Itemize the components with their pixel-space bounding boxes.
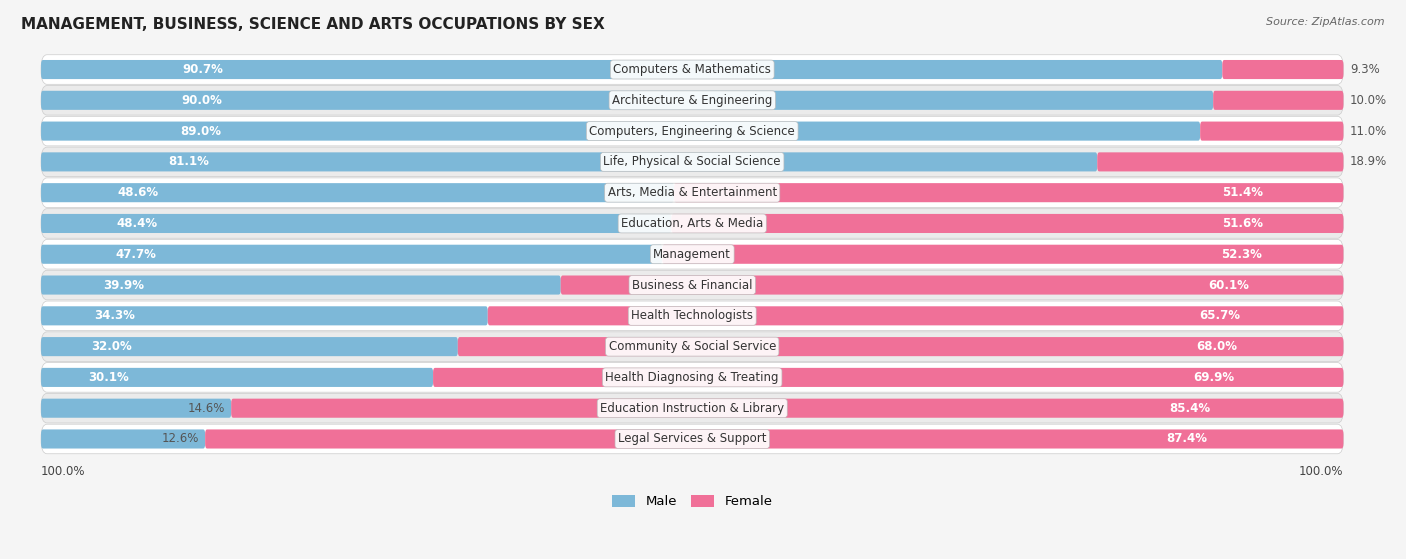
- Text: Legal Services & Support: Legal Services & Support: [619, 433, 766, 446]
- FancyBboxPatch shape: [1097, 153, 1343, 172]
- Text: Education Instruction & Library: Education Instruction & Library: [600, 402, 785, 415]
- Text: 68.0%: 68.0%: [1197, 340, 1237, 353]
- FancyBboxPatch shape: [41, 91, 1213, 110]
- FancyBboxPatch shape: [41, 209, 1343, 238]
- Text: Health Diagnosing & Treating: Health Diagnosing & Treating: [606, 371, 779, 384]
- Text: 69.9%: 69.9%: [1194, 371, 1234, 384]
- Text: 100.0%: 100.0%: [41, 465, 86, 478]
- Text: 18.9%: 18.9%: [1350, 155, 1388, 168]
- FancyBboxPatch shape: [41, 153, 1097, 172]
- FancyBboxPatch shape: [41, 178, 1343, 207]
- Text: 11.0%: 11.0%: [1350, 125, 1388, 138]
- FancyBboxPatch shape: [41, 368, 433, 387]
- FancyBboxPatch shape: [673, 183, 1343, 202]
- Text: 34.3%: 34.3%: [94, 309, 135, 323]
- Text: 85.4%: 85.4%: [1168, 402, 1211, 415]
- FancyBboxPatch shape: [488, 306, 1343, 325]
- Text: 47.7%: 47.7%: [115, 248, 156, 260]
- FancyBboxPatch shape: [41, 337, 458, 356]
- FancyBboxPatch shape: [41, 399, 231, 418]
- FancyBboxPatch shape: [1213, 91, 1343, 110]
- Text: 100.0%: 100.0%: [1299, 465, 1343, 478]
- FancyBboxPatch shape: [41, 239, 1343, 269]
- FancyBboxPatch shape: [433, 368, 1343, 387]
- Text: Architecture & Engineering: Architecture & Engineering: [612, 94, 772, 107]
- Text: 51.6%: 51.6%: [1222, 217, 1263, 230]
- Text: 32.0%: 32.0%: [91, 340, 132, 353]
- FancyBboxPatch shape: [41, 86, 1343, 115]
- FancyBboxPatch shape: [41, 424, 1343, 454]
- Text: 39.9%: 39.9%: [104, 278, 145, 292]
- FancyBboxPatch shape: [41, 306, 488, 325]
- Text: 89.0%: 89.0%: [180, 125, 221, 138]
- FancyBboxPatch shape: [41, 121, 1201, 141]
- Text: 60.1%: 60.1%: [1209, 278, 1250, 292]
- Text: Business & Financial: Business & Financial: [631, 278, 752, 292]
- Text: 30.1%: 30.1%: [89, 371, 129, 384]
- Text: 65.7%: 65.7%: [1199, 309, 1240, 323]
- Text: Education, Arts & Media: Education, Arts & Media: [621, 217, 763, 230]
- Text: Life, Physical & Social Science: Life, Physical & Social Science: [603, 155, 780, 168]
- Legend: Male, Female: Male, Female: [606, 490, 778, 514]
- FancyBboxPatch shape: [458, 337, 1343, 356]
- Text: 90.7%: 90.7%: [183, 63, 224, 76]
- Text: 48.4%: 48.4%: [117, 217, 157, 230]
- Text: Computers & Mathematics: Computers & Mathematics: [613, 63, 770, 76]
- Text: 87.4%: 87.4%: [1166, 433, 1206, 446]
- FancyBboxPatch shape: [41, 332, 1343, 362]
- FancyBboxPatch shape: [41, 276, 561, 295]
- FancyBboxPatch shape: [41, 116, 1343, 146]
- Text: Management: Management: [654, 248, 731, 260]
- Text: 81.1%: 81.1%: [167, 155, 208, 168]
- FancyBboxPatch shape: [41, 394, 1343, 423]
- FancyBboxPatch shape: [41, 55, 1343, 84]
- FancyBboxPatch shape: [41, 363, 1343, 392]
- Text: Community & Social Service: Community & Social Service: [609, 340, 776, 353]
- FancyBboxPatch shape: [41, 147, 1343, 177]
- Text: 51.4%: 51.4%: [1222, 186, 1263, 199]
- FancyBboxPatch shape: [205, 429, 1343, 448]
- Text: Health Technologists: Health Technologists: [631, 309, 754, 323]
- FancyBboxPatch shape: [41, 270, 1343, 300]
- Text: MANAGEMENT, BUSINESS, SCIENCE AND ARTS OCCUPATIONS BY SEX: MANAGEMENT, BUSINESS, SCIENCE AND ARTS O…: [21, 17, 605, 32]
- Text: 52.3%: 52.3%: [1220, 248, 1261, 260]
- FancyBboxPatch shape: [41, 245, 662, 264]
- FancyBboxPatch shape: [41, 429, 205, 448]
- Text: 9.3%: 9.3%: [1350, 63, 1379, 76]
- FancyBboxPatch shape: [672, 214, 1343, 233]
- FancyBboxPatch shape: [41, 214, 672, 233]
- FancyBboxPatch shape: [561, 276, 1343, 295]
- Text: 14.6%: 14.6%: [187, 402, 225, 415]
- FancyBboxPatch shape: [41, 183, 673, 202]
- Text: 10.0%: 10.0%: [1350, 94, 1388, 107]
- Text: Arts, Media & Entertainment: Arts, Media & Entertainment: [607, 186, 778, 199]
- Text: Computers, Engineering & Science: Computers, Engineering & Science: [589, 125, 796, 138]
- FancyBboxPatch shape: [41, 301, 1343, 330]
- FancyBboxPatch shape: [231, 399, 1343, 418]
- Text: 12.6%: 12.6%: [162, 433, 198, 446]
- FancyBboxPatch shape: [41, 60, 1222, 79]
- FancyBboxPatch shape: [1222, 60, 1343, 79]
- FancyBboxPatch shape: [1201, 121, 1343, 141]
- FancyBboxPatch shape: [662, 245, 1343, 264]
- Text: 90.0%: 90.0%: [181, 94, 222, 107]
- Text: 48.6%: 48.6%: [117, 186, 157, 199]
- Text: Source: ZipAtlas.com: Source: ZipAtlas.com: [1267, 17, 1385, 27]
